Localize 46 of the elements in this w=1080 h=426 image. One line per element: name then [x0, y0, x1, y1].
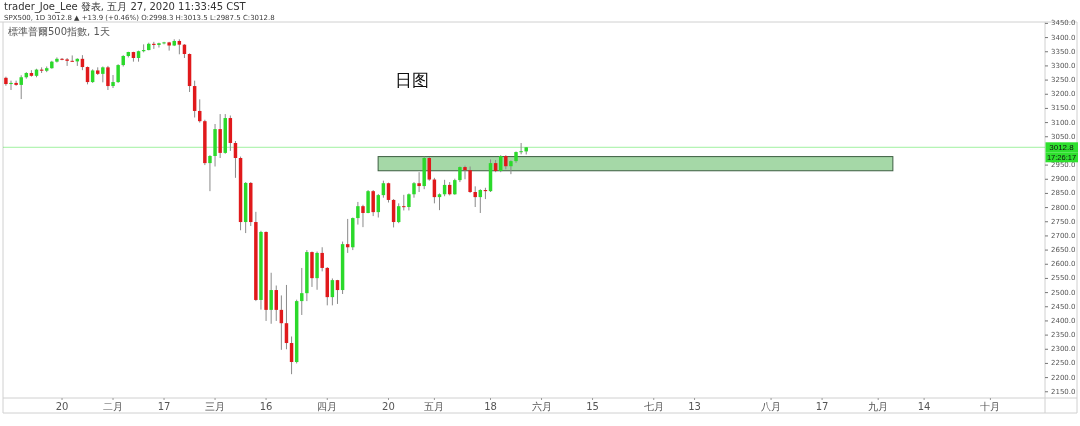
candlestick [111, 74, 115, 89]
candlestick [361, 204, 365, 228]
candlestick [116, 63, 120, 84]
text: 日图 [395, 70, 429, 90]
ref-line-label: 3012.8 [1049, 142, 1075, 152]
candlestick [473, 185, 477, 208]
x-tick-label: 13 [688, 400, 701, 412]
candlestick [320, 246, 324, 272]
candlestick [167, 41, 171, 52]
candlestick [371, 189, 375, 217]
x-tick-label: 六月 [531, 400, 552, 412]
candlestick [106, 65, 110, 91]
x-tick-label: 五月 [424, 400, 445, 412]
x-tick-label: 20 [55, 400, 69, 412]
candlestick [417, 171, 421, 193]
candlestick [14, 80, 18, 87]
x-tick-label: 二月 [103, 400, 124, 412]
candlestick [269, 272, 273, 325]
x-tick-label: 16 [259, 400, 273, 412]
candlestick [356, 201, 360, 226]
candlestick [55, 56, 59, 64]
candlestick [19, 74, 23, 100]
x-tick-label: 七月 [643, 400, 664, 412]
candlestick [509, 159, 513, 175]
candlestick [9, 80, 13, 91]
x-tick-label: 18 [484, 400, 497, 412]
annotation: 標準普爾500指數, 1天 [8, 26, 110, 37]
x-tick-label: 三月 [205, 400, 226, 412]
candlestick [218, 113, 222, 159]
x-tick-label: 十月 [980, 400, 1001, 412]
x-tick-label: 17 [157, 400, 171, 412]
candlestick [463, 165, 467, 180]
candlestick [70, 54, 74, 63]
candlestick [208, 154, 212, 192]
candlestick [468, 166, 472, 194]
x-tick-label: 八月 [761, 400, 782, 412]
x-tick-label: 九月 [868, 400, 889, 412]
x-tick-label: 17 [815, 400, 829, 412]
candlestick [300, 267, 304, 316]
text: trader_Joe_Lee 發表, 五月 27, 2020 11:33:45 CST [4, 1, 247, 13]
x-tick-label: 20 [382, 400, 395, 412]
candlestick [157, 42, 161, 48]
candlestick [519, 142, 523, 155]
x-tick-label: 四月 [317, 400, 338, 412]
x-tick-label: 14 [917, 400, 931, 412]
x-tick-label: 15 [586, 400, 599, 412]
